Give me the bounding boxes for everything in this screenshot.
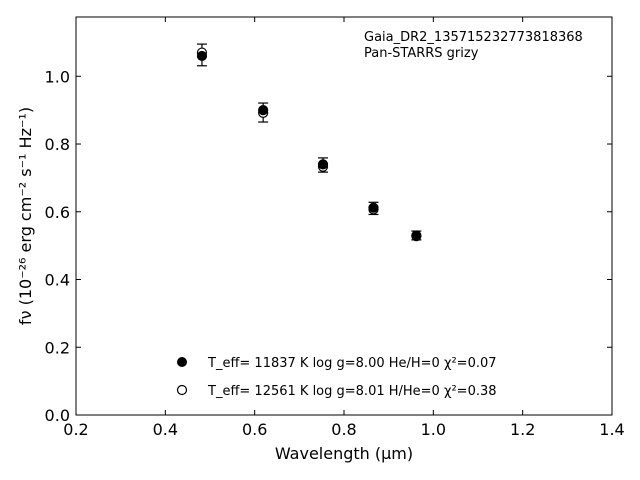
legend-label-he-model: T_eff= 12561 K log g=8.01 H/He=0 χ²=0.38 (207, 384, 497, 399)
y-tick-label: 0.6 (45, 203, 70, 222)
y-axis-label: fν (10⁻²⁶ erg cm⁻² s⁻¹ Hz⁻¹) (16, 107, 35, 325)
model-point-filled (368, 202, 379, 213)
model-point-filled (317, 159, 329, 170)
y-tick-label: 0.2 (45, 338, 70, 357)
x-tick-label: 1.4 (599, 420, 624, 439)
y-tick-label: 0.0 (45, 406, 70, 425)
model-point-filled (411, 230, 422, 241)
legend: T_eff= 11837 K log g=8.00 He/H=0 χ²=0.07… (176, 356, 497, 399)
x-tick-label: 0.8 (331, 420, 356, 439)
x-tick-label: 0.6 (242, 420, 267, 439)
y-tick-label: 0.8 (45, 135, 70, 154)
legend-marker-filled (177, 357, 187, 367)
annotation-survey: Pan-STARRS grizy (364, 46, 479, 61)
model-point-filled (196, 50, 208, 62)
y-tick-label: 0.4 (45, 271, 70, 290)
plot-frame (75, 16, 613, 416)
legend-label-h-model: T_eff= 11837 K log g=8.00 He/H=0 χ²=0.07 (207, 356, 497, 371)
x-tick-label: 1.2 (510, 420, 535, 439)
x-tick-label: 1.0 (421, 420, 446, 439)
legend-marker-open (176, 384, 188, 396)
annotation-source-id: Gaia_DR2_135715232773818368 (364, 30, 583, 45)
x-axis-label: Wavelength (μm) (275, 444, 413, 463)
model-point-filled (258, 105, 269, 116)
y-tick-label: 1.0 (45, 67, 70, 86)
x-tick-label: 0.4 (153, 420, 178, 439)
x-tick-label: 0.2 (63, 420, 88, 439)
